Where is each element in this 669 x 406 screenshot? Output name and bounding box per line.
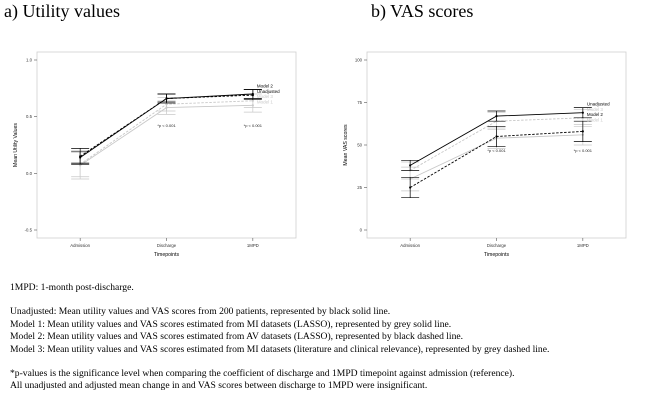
point-model2	[495, 135, 498, 138]
y-tick-label: 100	[355, 58, 363, 63]
significance-annotation: *p < 0.001	[487, 148, 506, 153]
x-axis-title: Timepoints	[154, 252, 180, 258]
series-label-model3: Model 3	[257, 94, 274, 99]
figure-notes: 1MPD: 1-month post-discharge. Unadjusted…	[10, 282, 665, 393]
note-insignificant: All unadjusted and adjusted mean change …	[10, 380, 428, 392]
series-label-unadjusted: Unadjusted	[257, 89, 280, 94]
significance-annotation: *p < 0.001	[574, 148, 593, 153]
note-model1: Model 1: Mean utility values and VAS sco…	[10, 318, 452, 330]
point-unadjusted	[165, 97, 168, 100]
point-model2	[581, 130, 584, 133]
point-unadjusted	[79, 156, 82, 159]
x-tick-label: Discharge	[157, 243, 177, 248]
note-abbreviation: 1MPD: 1-month post-discharge.	[10, 282, 134, 293]
y-tick-label: 0.5	[26, 114, 33, 119]
series-label-model2: Model 2	[257, 83, 274, 88]
x-tick-label: 1MPD	[247, 243, 259, 248]
y-axis-title: Mean VAS scores	[343, 124, 349, 166]
x-tick-label: Admission	[70, 243, 90, 248]
y-tick-label: 1.0	[26, 58, 33, 63]
y-tick-label: 50	[357, 143, 362, 148]
x-tick-label: 1MPD	[577, 243, 589, 248]
note-pvalue: *p-values is the significance level when…	[10, 368, 515, 380]
vas-scores-chart: 0 25 50 75 100 Admission Discharge 1MPD Timepoin…	[343, 51, 627, 258]
point-unadjusted	[251, 92, 254, 96]
significance-annotation: *p < 0.001	[244, 123, 263, 128]
note-model3: Model 3: Mean utility values and VAS sco…	[10, 343, 550, 355]
y-tick-label: -0.5	[25, 228, 33, 233]
utility-values-chart: -0.5 0.0 0.5 1.0 Admission Discharge 1MPD Timep…	[13, 51, 297, 258]
series-label-model3: Model 3	[587, 107, 604, 112]
y-tick-label: 0	[360, 228, 363, 233]
y-tick-label: 25	[357, 185, 362, 190]
plot-frame	[36, 51, 297, 239]
y-axis-title: Mean Utility Values	[13, 123, 19, 167]
significance-annotation: *p < 0.001	[157, 123, 176, 128]
x-tick-label: Discharge	[487, 243, 507, 248]
point-unadjusted	[581, 111, 584, 114]
point-model3	[251, 99, 254, 102]
series-label-model1: Model 1	[587, 118, 604, 123]
y-tick-label: 75	[357, 100, 362, 105]
point-unadjusted	[409, 164, 412, 167]
series-label-model1: Model 1	[257, 99, 274, 104]
point-unadjusted	[495, 115, 498, 118]
point-model2	[409, 186, 412, 189]
panel-a-title: a) Utility values	[4, 1, 120, 21]
y-tick-label: 0.0	[26, 171, 33, 176]
point-model3	[165, 103, 168, 106]
panel-b-title: b) VAS scores	[371, 1, 474, 21]
note-model2: Model 2: Mean utility values and VAS sco…	[10, 331, 464, 343]
series-label-model2: Model 2	[587, 112, 604, 117]
x-axis-title: Timepoints	[484, 252, 510, 258]
x-tick-label: Admission	[400, 243, 420, 248]
note-unadjusted: Unadjusted: Mean utility values and VAS …	[10, 306, 391, 318]
series-line-model3	[409, 117, 583, 171]
series-line-model2	[79, 94, 253, 157]
series-label-unadjusted: Unadjusted	[587, 102, 610, 107]
